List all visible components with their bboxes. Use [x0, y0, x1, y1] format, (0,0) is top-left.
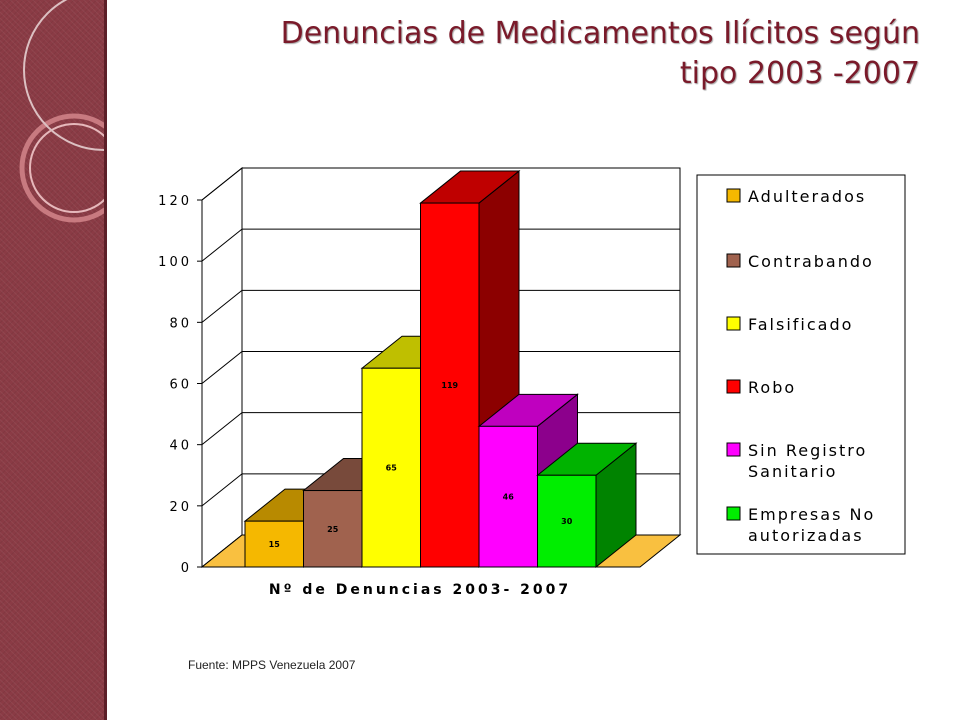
y-tick-label-60: 60	[169, 378, 192, 393]
y-tick-label-100: 100	[158, 255, 192, 270]
bar-front	[420, 202, 480, 568]
y-tick-label-40: 40	[169, 439, 192, 454]
slide-title-line-2: tipo 2003 -2007	[679, 56, 920, 91]
data-label-2: 65	[386, 464, 398, 473]
data-label-1: 25	[327, 525, 339, 534]
x-axis-label: Nº de Denuncias 2003- 2007	[269, 582, 571, 598]
data-label-5: 30	[561, 517, 573, 526]
legend-label-1: Contrabando	[748, 252, 874, 271]
legend-swatch-3	[726, 379, 741, 394]
slide-title: Denuncias de Medicamentos Ilícitos según…	[150, 14, 920, 94]
bar-empresas-no-autorizadas	[536, 442, 638, 569]
y-tick-label-120: 120	[158, 194, 192, 209]
legend-label-0: Adulterados	[748, 187, 866, 206]
sidebar-edge	[104, 0, 107, 720]
legend-label-3: Robo	[748, 378, 796, 397]
bar-front	[244, 520, 304, 568]
slide-title-line-1: Denuncias de Medicamentos Ilícitos según	[280, 16, 920, 51]
chart-bars	[243, 170, 638, 569]
y-tick-label-20: 20	[169, 500, 192, 515]
decorative-sidebar	[0, 0, 185, 720]
data-label-0: 15	[269, 540, 281, 549]
data-label-3: 119	[441, 381, 458, 390]
legend-swatch-5	[726, 506, 741, 521]
legend-label-5-0: Empresas No	[748, 505, 875, 524]
y-tick-label-0: 0	[181, 561, 192, 576]
source-note: Fuente: MPPS Venezuela 2007	[188, 658, 356, 672]
legend-swatch-2	[726, 316, 741, 331]
bar-front	[303, 490, 363, 568]
chart-legend: Adulterados Contrabando Falsificado Robo Sin…	[696, 174, 906, 555]
legend-label-4-0: Sin Registro	[748, 441, 867, 460]
legend-box	[696, 174, 906, 555]
y-axis: 0 20 40 60 80 100 120	[158, 194, 203, 576]
bar-front	[478, 425, 538, 568]
gridline-100	[201, 228, 680, 262]
legend-label-4-1: Sanitario	[748, 462, 837, 481]
gridline-120	[201, 167, 680, 201]
legend-label-5-1: autorizadas	[748, 526, 864, 545]
gridline-80	[201, 289, 680, 323]
legend-label-2: Falsificado	[748, 315, 853, 334]
bar-front	[361, 367, 421, 568]
data-labels: 15 25 65 119 46 30	[269, 381, 573, 549]
gridline-60	[201, 351, 680, 384]
data-label-4: 46	[503, 493, 515, 502]
legend-swatch-0	[726, 188, 741, 203]
legend-swatch-1	[726, 253, 741, 268]
y-tick-label-80: 80	[169, 316, 192, 331]
legend-swatch-4	[726, 442, 741, 457]
bar-front	[537, 474, 597, 568]
